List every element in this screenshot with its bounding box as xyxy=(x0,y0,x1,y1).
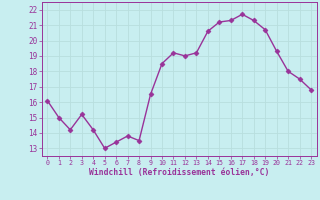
X-axis label: Windchill (Refroidissement éolien,°C): Windchill (Refroidissement éolien,°C) xyxy=(89,168,269,177)
